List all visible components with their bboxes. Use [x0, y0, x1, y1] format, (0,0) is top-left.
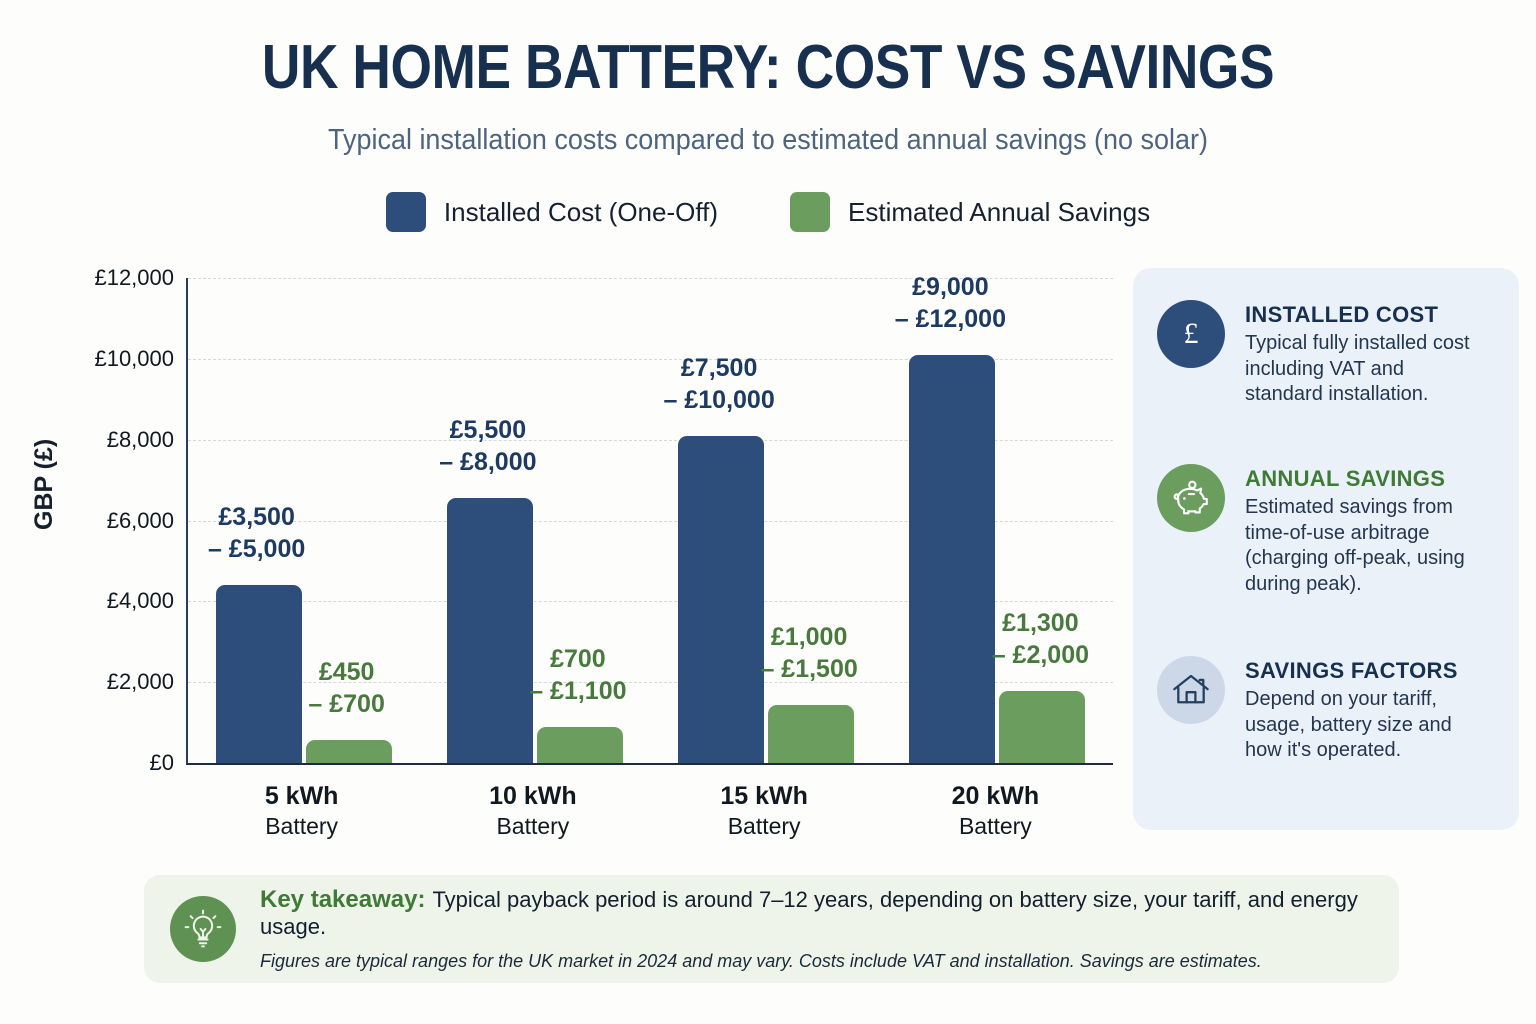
x-label-sub: Battery: [265, 813, 339, 840]
info-sidebar-panel: £ INSTALLED COST Typical fully installed…: [1133, 268, 1519, 830]
bar-value-label-line: £5,500: [449, 416, 527, 445]
bar-installed-cost: [678, 435, 765, 763]
sidebar-card-body: SAVINGS FACTORS Depend on your tariff, u…: [1245, 656, 1477, 764]
grid-line: [188, 601, 1113, 603]
svg-text:£: £: [1184, 317, 1199, 350]
grid-line: [188, 439, 1113, 441]
pound-sign-icon: £: [1157, 300, 1225, 368]
sidebar-card-savings-factors: SAVINGS FACTORS Depend on your tariff, u…: [1157, 656, 1477, 764]
grid-line: [188, 358, 1113, 360]
bar-value-label-line: – £12,000: [894, 304, 1006, 333]
bar-installed-cost: [215, 585, 302, 763]
y-axis-tick-label: £10,000: [94, 345, 174, 371]
bar-value-label-cost: £7,500 – £10,000: [589, 352, 849, 416]
sidebar-card-body: ANNUAL SAVINGS Estimated savings from ti…: [1245, 464, 1477, 597]
x-label-capacity: 15 kWh: [720, 782, 808, 810]
house-icon: [1157, 656, 1225, 724]
y-axis-tick-label: £4,000: [106, 588, 174, 614]
x-label-sub: Battery: [958, 813, 1032, 840]
y-axis-tick-label: £12,000: [94, 265, 174, 290]
y-axis-tick-label: £8,000: [106, 426, 174, 452]
sidebar-card-body: INSTALLED COST Typical fully installed c…: [1245, 300, 1477, 408]
bar-value-label-line: – £700: [308, 689, 385, 718]
grid-line: [188, 682, 1113, 684]
bar-value-label-line: – £1,100: [529, 676, 627, 705]
bar-installed-cost: [446, 498, 533, 763]
bar-annual-savings: [536, 726, 623, 763]
bar-value-label-line: – £8,000: [439, 448, 537, 477]
bar-installed-cost: [909, 354, 996, 763]
bar-annual-savings: [999, 691, 1086, 763]
x-axis-category-label: 20 kWh Battery: [885, 781, 1105, 841]
bar-value-label-line: £7,500: [680, 353, 758, 382]
square-swatch-icon: [385, 192, 426, 232]
x-label-sub: Battery: [727, 813, 801, 840]
bar-value-label-line: – £5,000: [207, 535, 306, 564]
y-axis-tick-label: £6,000: [106, 507, 174, 533]
bar-annual-savings: [305, 739, 392, 763]
sidebar-card-title: ANNUAL SAVINGS: [1245, 466, 1446, 491]
chart-legend: Installed Cost (One-Off) Estimated Annua…: [0, 192, 1536, 232]
sidebar-card-text: Estimated savings from time-of-use arbit…: [1245, 496, 1465, 595]
page-subtitle: Typical installation costs compared to e…: [328, 124, 1208, 156]
legend-item-label: Estimated Annual Savings: [848, 196, 1151, 227]
sidebar-card-installed-cost: £ INSTALLED COST Typical fully installed…: [1157, 300, 1477, 408]
legend-item-label: Installed Cost (One-Off): [443, 196, 718, 227]
legend-item-installed-cost: Installed Cost (One-Off): [385, 192, 718, 232]
x-axis-category-label: 15 kWh Battery: [654, 781, 874, 841]
bar-value-label-line: – £2,000: [991, 641, 1090, 670]
takeaway-sentence: Typical payback period is around 7–12 ye…: [260, 887, 1358, 939]
bar-value-label-line: £3,500: [218, 503, 295, 532]
takeaway-primary-line: Key takeaway: Typical payback period is a…: [260, 886, 1373, 940]
bar-value-label-savings: £700 – £1,100: [448, 643, 708, 707]
piggy-bank-icon: [1157, 464, 1225, 532]
bar-value-label-line: £1,000: [770, 623, 848, 652]
bar-value-label-line: – £10,000: [663, 385, 775, 414]
grid-line: [188, 520, 1113, 522]
sidebar-card-text: Depend on your tariff, usage, battery si…: [1245, 688, 1452, 762]
takeaway-label: Key takeaway:: [260, 886, 426, 913]
bar-value-label-line: £1,300: [1002, 609, 1079, 638]
x-label-capacity: 5 kWh: [264, 782, 339, 810]
bar-chart-plot-area: [186, 278, 1113, 765]
x-label-capacity: 20 kWh: [951, 782, 1040, 810]
y-axis-tick-label: £0: [149, 750, 174, 775]
key-takeaway-banner: Key takeaway: Typical payback period is a…: [144, 875, 1399, 983]
bar-value-label-savings: £450 – £700: [217, 656, 477, 720]
x-label-sub: Battery: [496, 813, 570, 840]
sidebar-card-text: Typical fully installed cost including V…: [1245, 332, 1470, 406]
lightbulb-icon: [170, 896, 236, 962]
y-axis-tick-label: £2,000: [106, 669, 174, 695]
sidebar-card-title: INSTALLED COST: [1245, 302, 1439, 327]
page-title: UK HOME BATTERY: COST VS SAVINGS: [261, 33, 1275, 102]
sidebar-card-title: SAVINGS FACTORS: [1245, 658, 1458, 683]
grid-line: [188, 278, 1113, 279]
bar-annual-savings: [768, 705, 855, 763]
bar-value-label-cost: £3,500 – £5,000: [127, 501, 387, 565]
x-axis-category-label: 10 kWh Battery: [423, 781, 643, 841]
takeaway-text-block: Key takeaway: Typical payback period is a…: [260, 886, 1373, 972]
x-axis-category-label: 5 kWh Battery: [192, 781, 412, 841]
bar-value-label-line: £700: [550, 644, 606, 673]
bar-value-label-line: £450: [318, 657, 375, 686]
bar-value-label-line: £9,000: [912, 272, 989, 301]
takeaway-disclaimer: Figures are typical ranges for the UK ma…: [260, 951, 1262, 971]
x-label-capacity: 10 kWh: [489, 782, 577, 810]
bar-value-label-cost: £5,500 – £8,000: [358, 414, 618, 478]
bar-value-label-savings: £1,300 – £2,000: [910, 607, 1170, 671]
sidebar-card-annual-savings: ANNUAL SAVINGS Estimated savings from ti…: [1157, 464, 1477, 597]
legend-item-annual-savings: Estimated Annual Savings: [790, 192, 1150, 232]
bar-value-label-line: – £1,500: [760, 655, 858, 684]
bar-value-label-savings: £1,000 – £1,500: [679, 621, 939, 685]
bar-value-label-cost: £9,000 – £12,000: [820, 271, 1080, 335]
square-swatch-icon: [790, 192, 830, 232]
